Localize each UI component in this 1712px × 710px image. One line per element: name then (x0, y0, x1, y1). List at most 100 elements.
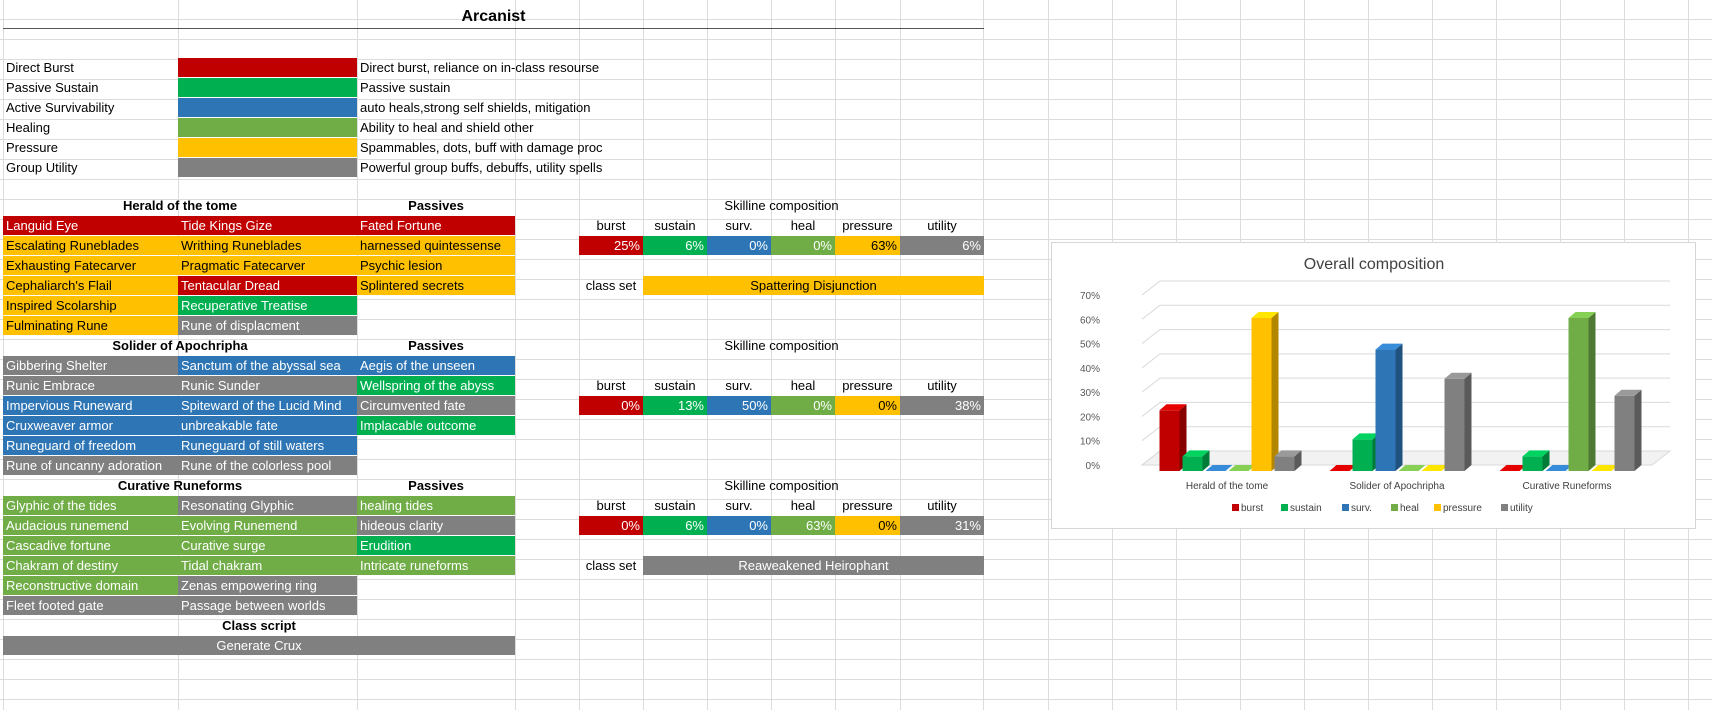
composition-value[interactable]: 0% (771, 396, 835, 415)
skillline-name[interactable]: Solider of Apochripha (112, 338, 248, 353)
skill-cell[interactable]: Rune of the colorless pool (178, 456, 357, 475)
composition-value[interactable]: 13% (643, 396, 707, 415)
skill-cell[interactable]: Chakram of destiny (3, 556, 178, 575)
skill-cell[interactable]: Runic Embrace (3, 376, 178, 395)
skill-cell[interactable]: Evolving Runemend (178, 516, 357, 535)
overall-composition-chart[interactable]: Overall composition 0% 10% 20% 30% 40% 50% 60% 7… (1051, 242, 1696, 529)
skill-cell[interactable]: Inspired Scolarship (3, 296, 178, 315)
skill-cell[interactable]: Languid Eye (3, 216, 178, 235)
composition-value[interactable]: 0% (579, 516, 643, 535)
skill-cell[interactable]: Pragmatic Fatecarver (178, 256, 357, 275)
composition-label[interactable]: sustain (654, 378, 696, 393)
passive-skill-cell[interactable]: Aegis of the unseen (357, 356, 515, 375)
skill-cell[interactable]: Writhing Runeblades (178, 236, 357, 255)
skill-cell[interactable]: Gibbering Shelter (3, 356, 178, 375)
class-script-value[interactable]: Generate Crux (3, 636, 515, 655)
skill-cell[interactable]: Rune of displacment (178, 316, 357, 335)
class-set-value[interactable]: Reaweakened Heirophant (643, 556, 984, 575)
composition-value[interactable]: 38% (900, 396, 984, 415)
composition-value[interactable]: 0% (835, 396, 900, 415)
skill-cell[interactable]: Spiteward of the Lucid Mind (178, 396, 357, 415)
passives-header[interactable]: Passives (408, 338, 464, 353)
skill-cell[interactable]: Cruxweaver armor (3, 416, 178, 435)
composition-label[interactable]: sustain (654, 218, 696, 233)
skill-cell[interactable]: Runic Sunder (178, 376, 357, 395)
composition-value[interactable]: 0% (707, 236, 771, 255)
passive-skill-cell[interactable]: Erudition (357, 536, 515, 555)
skill-cell[interactable]: Curative surge (178, 536, 357, 555)
skillline-name[interactable]: Herald of the tome (122, 198, 238, 213)
skill-cell[interactable]: Escalating Runeblades (3, 236, 178, 255)
passive-skill-cell[interactable]: Fated Fortune (357, 216, 515, 235)
skill-cell[interactable]: Reconstructive domain (3, 576, 178, 595)
legend-name[interactable]: Healing (6, 120, 51, 135)
skill-cell[interactable]: Resonating Glyphic (178, 496, 357, 515)
skilline-composition-header[interactable]: Skilline composition (724, 478, 839, 493)
composition-label[interactable]: pressure (842, 498, 893, 513)
composition-label[interactable]: surv. (725, 378, 753, 393)
legend-description[interactable]: auto heals,strong self shields, mitigati… (360, 100, 591, 115)
passive-skill-cell[interactable]: healing tides (357, 496, 515, 515)
composition-label[interactable]: pressure (842, 378, 893, 393)
composition-value[interactable]: 63% (771, 516, 835, 535)
class-set-value[interactable]: Spattering Disjunction (643, 276, 984, 295)
passive-skill-cell[interactable]: Intricate runeforms (357, 556, 515, 575)
legend-description[interactable]: Ability to heal and shield other (360, 120, 534, 135)
skill-cell[interactable]: Tentacular Dread (178, 276, 357, 295)
skill-cell[interactable]: Tidal chakram (178, 556, 357, 575)
skill-cell[interactable]: Tide Kings Gize (178, 216, 357, 235)
composition-value[interactable]: 50% (707, 396, 771, 415)
composition-value[interactable]: 63% (835, 236, 900, 255)
passives-header[interactable]: Passives (408, 198, 464, 213)
class-set-label[interactable]: class set (585, 558, 637, 573)
passive-skill-cell[interactable]: Psychic lesion (357, 256, 515, 275)
legend-name[interactable]: Active Survivability (6, 100, 115, 115)
skill-cell[interactable]: Recuperative Treatise (178, 296, 357, 315)
composition-label[interactable]: surv. (725, 498, 753, 513)
composition-label[interactable]: burst (596, 378, 626, 393)
legend-description[interactable]: Passive sustain (360, 80, 451, 95)
class-script-header[interactable]: Class script (222, 618, 296, 633)
legend-color-swatch[interactable] (178, 138, 357, 157)
skill-cell[interactable]: Fulminating Rune (3, 316, 178, 335)
composition-value[interactable]: 0% (835, 516, 900, 535)
legend-description[interactable]: Spammables, dots, buff with damage proc (360, 140, 603, 155)
composition-value[interactable]: 25% (579, 236, 643, 255)
composition-label[interactable]: heal (790, 218, 816, 233)
skill-cell[interactable]: Zenas empowering ring (178, 576, 357, 595)
composition-value[interactable]: 6% (643, 236, 707, 255)
skilline-composition-header[interactable]: Skilline composition (724, 338, 839, 353)
legend-name[interactable]: Direct Burst (6, 60, 74, 75)
composition-label[interactable]: sustain (654, 498, 696, 513)
passive-skill-cell[interactable]: Implacable outcome (357, 416, 515, 435)
passive-skill-cell[interactable]: Splintered secrets (357, 276, 515, 295)
skill-cell[interactable]: Rune of uncanny adoration (3, 456, 178, 475)
skill-cell[interactable]: Impervious Runeward (3, 396, 178, 415)
class-set-label[interactable]: class set (585, 278, 637, 293)
legend-color-swatch[interactable] (178, 58, 357, 77)
legend-name[interactable]: Group Utility (6, 160, 78, 175)
legend-color-swatch[interactable] (178, 118, 357, 137)
skill-cell[interactable]: Exhausting Fatecarver (3, 256, 178, 275)
skillline-name[interactable]: Curative Runeforms (117, 478, 243, 493)
passives-header[interactable]: Passives (408, 478, 464, 493)
passive-skill-cell[interactable]: hideous clarity (357, 516, 515, 535)
skill-cell[interactable]: Cascadive fortune (3, 536, 178, 555)
composition-label[interactable]: heal (790, 498, 816, 513)
skill-cell[interactable]: Runeguard of freedom (3, 436, 178, 455)
composition-label[interactable]: utility (927, 498, 957, 513)
legend-color-swatch[interactable] (178, 158, 357, 177)
passive-skill-cell[interactable]: Wellspring of the abyss (357, 376, 515, 395)
legend-color-swatch[interactable] (178, 98, 357, 117)
composition-label[interactable]: burst (596, 218, 626, 233)
skill-cell[interactable]: Runeguard of still waters (178, 436, 357, 455)
legend-color-swatch[interactable] (178, 78, 357, 97)
legend-description[interactable]: Powerful group buffs, debuffs, utility s… (360, 160, 603, 175)
passive-skill-cell[interactable]: harnessed quintessense (357, 236, 515, 255)
composition-value[interactable]: 0% (771, 236, 835, 255)
composition-label[interactable]: pressure (842, 218, 893, 233)
sheet-title[interactable]: Arcanist (3, 6, 984, 29)
composition-label[interactable]: heal (790, 378, 816, 393)
composition-value[interactable]: 0% (707, 516, 771, 535)
passive-skill-cell[interactable]: Circumvented fate (357, 396, 515, 415)
